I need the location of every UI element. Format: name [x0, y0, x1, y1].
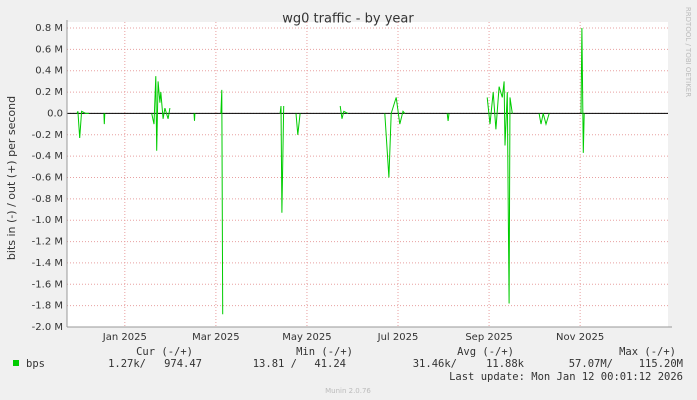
legend-value: 115.20M — [639, 358, 683, 370]
legend-value: 57.07M/ — [569, 358, 613, 370]
legend-header: Avg (-/+) — [457, 346, 514, 358]
chart-title: wg0 traffic - by year — [282, 12, 414, 27]
y-tick-label: -1.0 M — [32, 215, 63, 226]
x-tick-label: Mar 2025 — [192, 332, 240, 343]
x-tick-label: Nov 2025 — [556, 332, 604, 343]
y-tick-label: 0.6 M — [35, 44, 63, 55]
x-tick-label: Jul 2025 — [377, 332, 419, 343]
x-tick-label: Jan 2025 — [102, 332, 147, 343]
y-tick-label: 0.0 — [47, 108, 63, 119]
legend-header: Cur (-/+) — [136, 346, 193, 358]
y-tick-label: -2.0 M — [32, 322, 63, 333]
y-tick-label: -0.8 M — [32, 194, 63, 205]
y-tick-label: -1.6 M — [32, 279, 63, 290]
legend-value: 13.81 / — [253, 358, 297, 370]
plot-area — [67, 22, 668, 327]
y-tick-label: -1.2 M — [32, 237, 63, 248]
x-tick-label: Sep 2025 — [465, 332, 512, 343]
y-tick-label: -0.2 M — [32, 130, 63, 141]
y-tick-label: -0.6 M — [32, 173, 63, 184]
legend-swatch — [13, 360, 19, 366]
legend-label: bps — [26, 358, 45, 370]
legend-value: 41.24 — [314, 358, 346, 370]
x-tick-label: May 2025 — [282, 332, 331, 343]
legend: bps Cur (-/+) Min (-/+) Avg (-/+) Max (-… — [13, 346, 683, 383]
y-tick-label: -1.8 M — [32, 301, 63, 312]
legend-value: 11.88k — [486, 358, 525, 370]
legend-header: Min (-/+) — [296, 346, 353, 358]
y-tick-label: 0.4 M — [35, 66, 63, 77]
y-tick-label: -1.4 M — [32, 258, 63, 269]
footer: Munin 2.0.76 — [325, 387, 371, 395]
y-axis-label: bits in (-) / out (+) per second — [5, 96, 18, 260]
y-tick-label: -0.4 M — [32, 151, 63, 162]
side-note: RRDTOOL / TOBI OETIKER — [684, 7, 692, 97]
series-line — [76, 27, 585, 315]
y-tick-label: 0.2 M — [35, 87, 63, 98]
legend-value: 31.46k/ — [413, 358, 457, 370]
legend-value: 1.27k/ — [108, 358, 146, 370]
last-update: Last update: Mon Jan 12 00:01:12 2026 — [449, 371, 683, 383]
y-tick-label: 0.8 M — [35, 23, 63, 34]
legend-value: 974.47 — [164, 358, 202, 370]
legend-header: Max (-/+) — [619, 346, 676, 358]
